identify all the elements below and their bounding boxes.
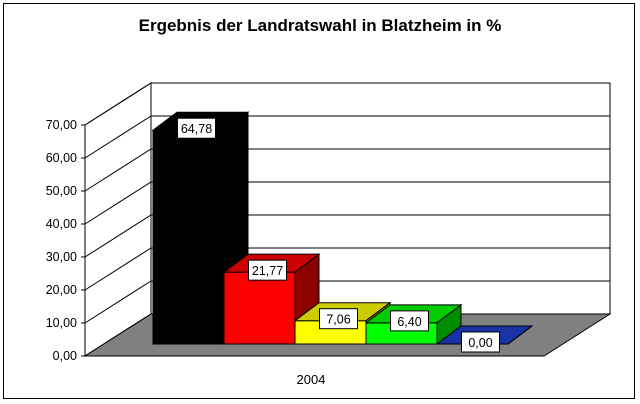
x-category-label: 2004	[297, 372, 326, 387]
bar-front	[152, 129, 225, 345]
data-label: 21,77	[252, 264, 283, 278]
y-tick-label: 20,00	[46, 283, 77, 297]
side-wall	[84, 82, 152, 357]
gridline	[84, 280, 610, 324]
chart-title: Ergebnis der Landratswahl in Blatzheim i…	[138, 16, 502, 35]
data-label-box	[461, 331, 500, 353]
gridline	[84, 247, 610, 291]
data-label-box	[319, 308, 358, 330]
y-tick-label: 40,00	[46, 217, 77, 231]
gridline	[84, 181, 610, 225]
bar-front	[223, 271, 296, 345]
gridline	[84, 148, 610, 192]
y-tick-label: 70,00	[46, 118, 77, 132]
data-label: 0,00	[468, 336, 492, 350]
data-label: 7,06	[326, 313, 350, 327]
bar-side	[507, 325, 533, 345]
y-tick-label: 60,00	[46, 151, 77, 165]
gridline	[84, 82, 610, 126]
y-tick-label: 30,00	[46, 250, 77, 264]
data-label-box	[248, 259, 287, 281]
data-label: 64,78	[181, 122, 212, 136]
gridline	[84, 214, 610, 258]
y-tick-label: 0,00	[53, 349, 77, 363]
data-label-box	[177, 117, 216, 139]
gridline	[84, 115, 610, 159]
y-tick-label: 10,00	[46, 316, 77, 330]
data-label: 6,40	[397, 315, 421, 329]
y-tick-label: 50,00	[46, 184, 77, 198]
data-label-box	[390, 310, 429, 332]
